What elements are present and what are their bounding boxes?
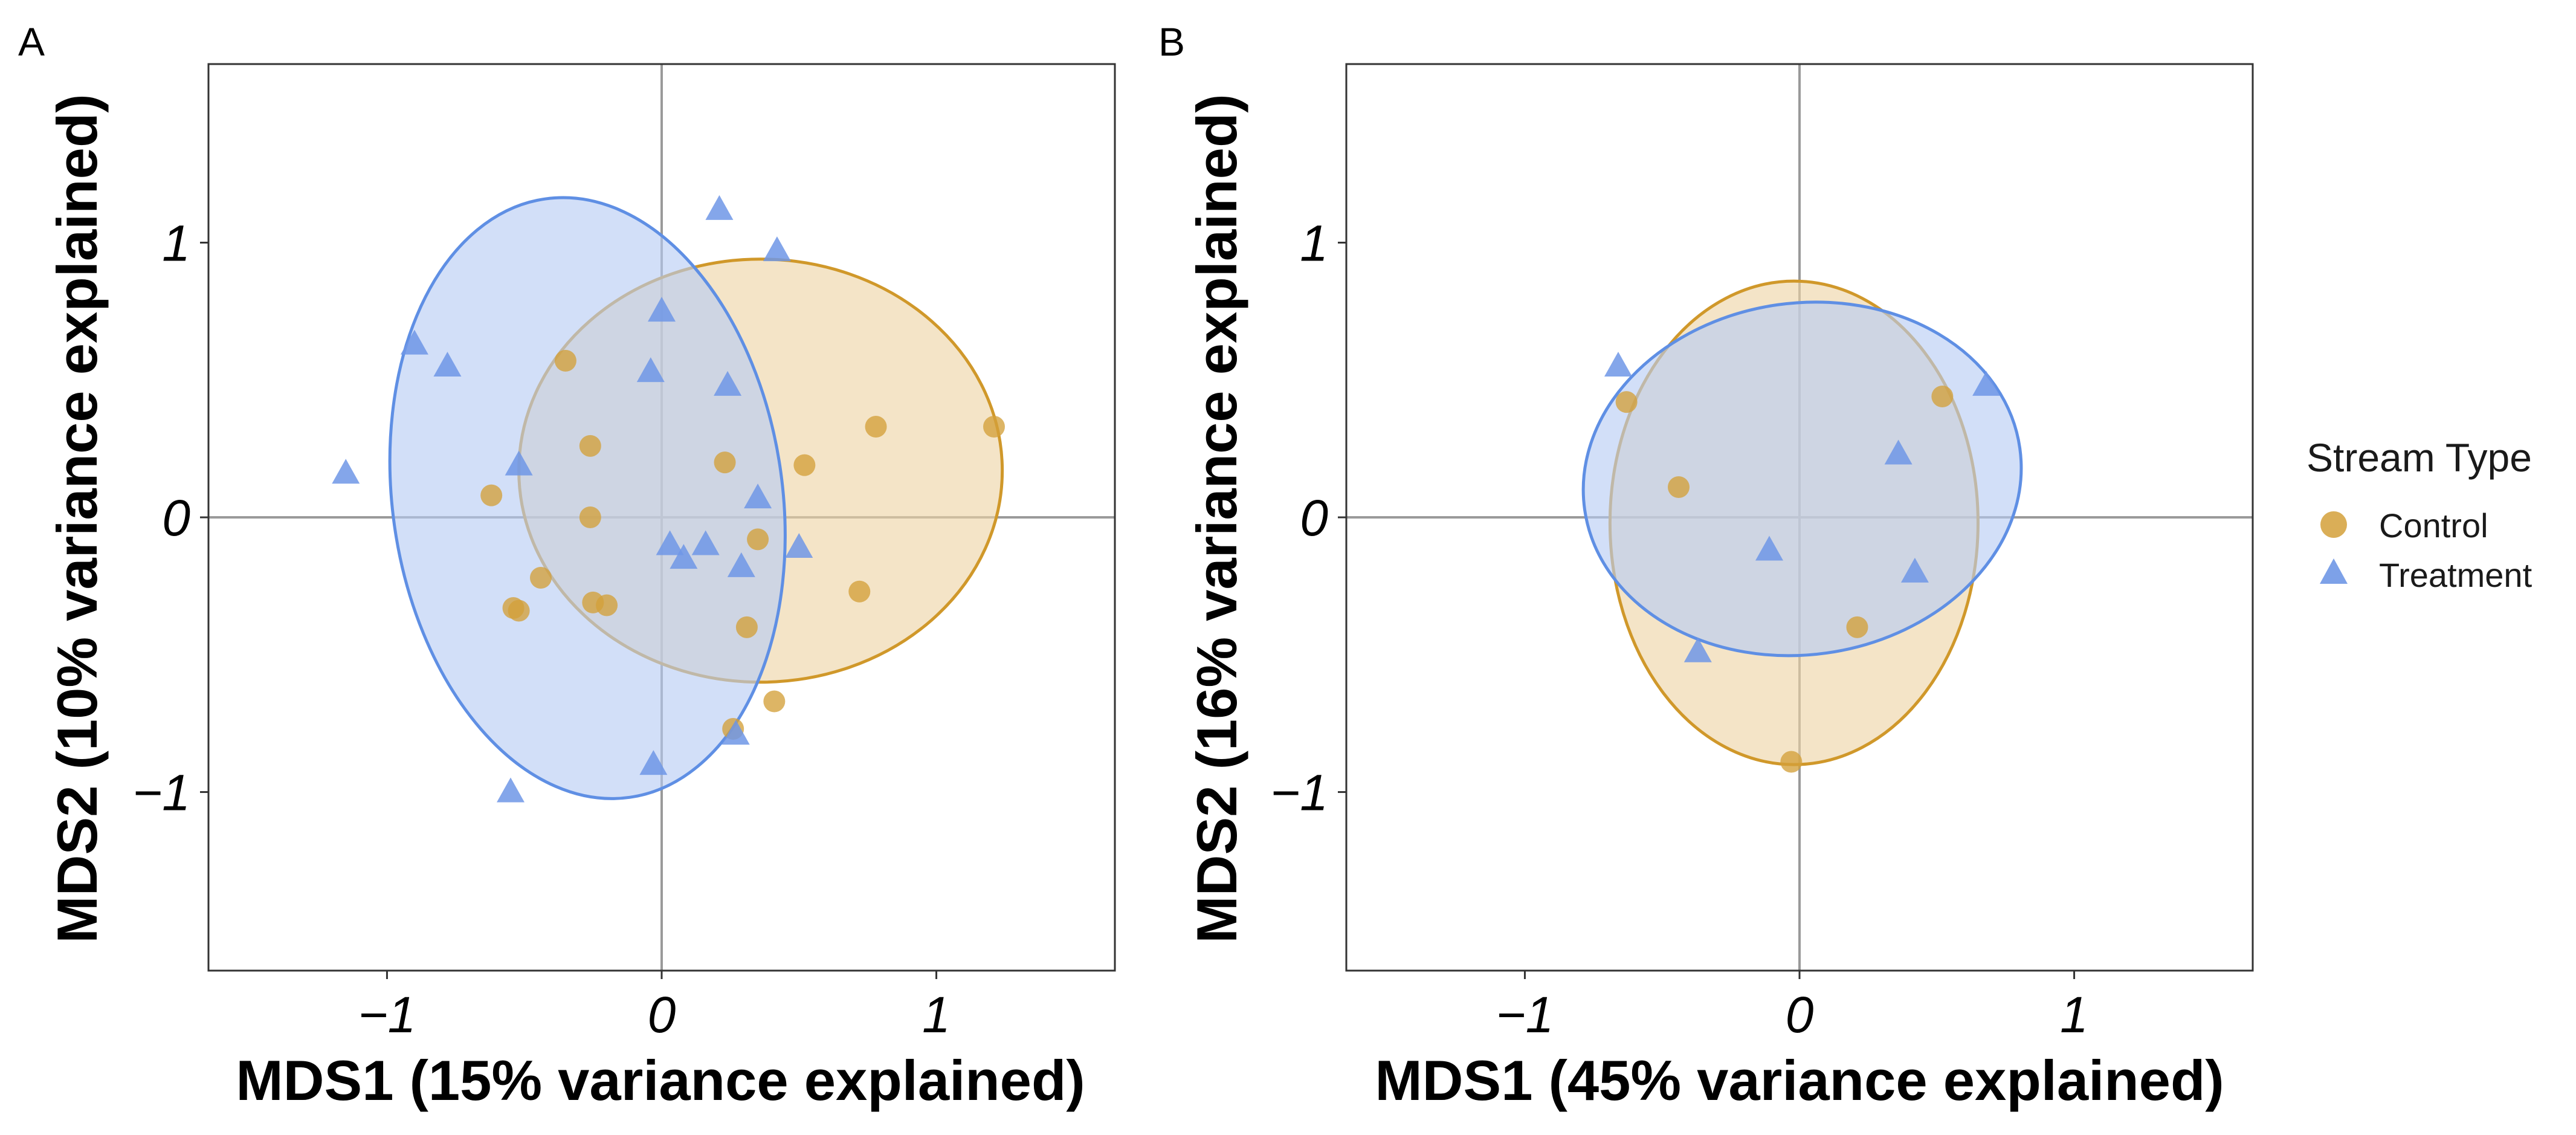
point-treatment-b-2: [1884, 439, 1913, 465]
panel-b: B −1 0 1 −1 0 1 MDS1 (45% variance explained)…: [1158, 19, 2254, 1112]
y-tick-label-b-0: −1: [1270, 765, 1328, 821]
point-control-a-15: [848, 580, 871, 603]
point-control-a-1: [579, 435, 601, 457]
point-treatment-a-4: [332, 459, 360, 484]
point-treatment-a-5: [505, 450, 533, 476]
point-control-a-14: [763, 690, 786, 713]
plot-area-b: −1 0 1 −1 0 1: [1270, 63, 2254, 1043]
x-tick-label-a-1: 0: [648, 986, 676, 1043]
point-treatment-a-17: [497, 777, 525, 803]
point-treatment-a-1: [763, 236, 791, 262]
point-control-b-3: [1846, 616, 1868, 638]
point-treatment-a-7: [648, 297, 676, 322]
point-control-a-17: [983, 416, 1005, 438]
point-control-a-8: [596, 594, 618, 616]
point-treatment-b-0: [1604, 352, 1632, 377]
legend-label-control: Control: [2379, 506, 2488, 545]
point-treatment-b-4: [1900, 557, 1929, 583]
y-tick-label-a-2: 1: [162, 215, 190, 271]
point-control-a-2: [480, 484, 503, 506]
x-axis-title-a: MDS1 (15% variance explained): [236, 1049, 1085, 1112]
point-control-a-0: [554, 349, 576, 372]
point-treatment-a-3: [433, 352, 462, 377]
point-treatment-a-8: [714, 370, 742, 396]
plot-area-a: −1 0 1 −1 0 1: [132, 63, 1116, 1043]
x-tick-label-b-0: −1: [1496, 986, 1554, 1043]
point-treatment-b-5: [1683, 637, 1712, 662]
y-axis-title-b: MDS2 (16% variance explained): [1185, 94, 1248, 943]
point-treatment-a-11: [670, 544, 698, 569]
point-control-b-2: [1931, 386, 1954, 407]
panel-a: A −1 0 1 −1 0 1 MDS1 (15% variance explained)…: [18, 19, 1116, 1112]
x-tick-label-b-1: 0: [1786, 986, 1814, 1043]
y-tick-label-a-1: 0: [162, 490, 190, 546]
x-tick-label-a-0: −1: [358, 986, 416, 1043]
y-tick-label-b-2: 1: [1300, 215, 1328, 271]
point-control-a-11: [747, 528, 769, 551]
point-treatment-a-6: [636, 357, 665, 383]
point-control-a-12: [735, 616, 758, 638]
point-treatment-b-3: [1755, 535, 1783, 561]
point-treatment-a-13: [727, 552, 755, 577]
point-control-b-4: [1780, 751, 1803, 773]
legend: Stream Type Control Treatment: [2306, 435, 2532, 594]
point-control-b-1: [1668, 476, 1690, 498]
point-control-b-0: [1615, 391, 1638, 413]
x-tick-label-a-2: 1: [922, 986, 951, 1043]
point-control-a-16: [865, 416, 887, 438]
x-tick-label-b-2: 1: [2060, 986, 2088, 1043]
point-treatment-a-15: [639, 750, 668, 775]
point-treatment-a-14: [785, 533, 813, 558]
point-control-a-3: [579, 506, 601, 528]
panel-a-letter: A: [18, 19, 45, 64]
legend-title: Stream Type: [2306, 435, 2532, 480]
point-treatment-a-16: [721, 720, 750, 745]
legend-label-treatment: Treatment: [2379, 556, 2532, 594]
point-treatment-a-9: [744, 483, 772, 509]
point-control-a-10: [793, 454, 816, 476]
point-treatment-a-0: [705, 195, 734, 220]
ellipse-treatment-a: [388, 196, 787, 800]
point-control-a-6: [508, 600, 530, 622]
y-axis-title-a: MDS2 (10% variance explained): [45, 94, 109, 943]
triangle-icon: [2320, 558, 2348, 584]
y-tick-label-a-0: −1: [132, 765, 190, 821]
x-axis-title-b: MDS1 (45% variance explained): [1375, 1049, 2224, 1112]
point-treatment-a-10: [656, 530, 684, 555]
panel-b-letter: B: [1158, 19, 1185, 64]
point-treatment-a-2: [400, 329, 428, 355]
y-tick-label-b-1: 0: [1300, 490, 1328, 546]
circle-icon: [2320, 511, 2347, 538]
point-treatment-b-1: [1972, 370, 2001, 396]
point-control-a-9: [714, 451, 736, 474]
point-treatment-a-12: [691, 530, 720, 555]
point-control-a-4: [530, 567, 552, 589]
